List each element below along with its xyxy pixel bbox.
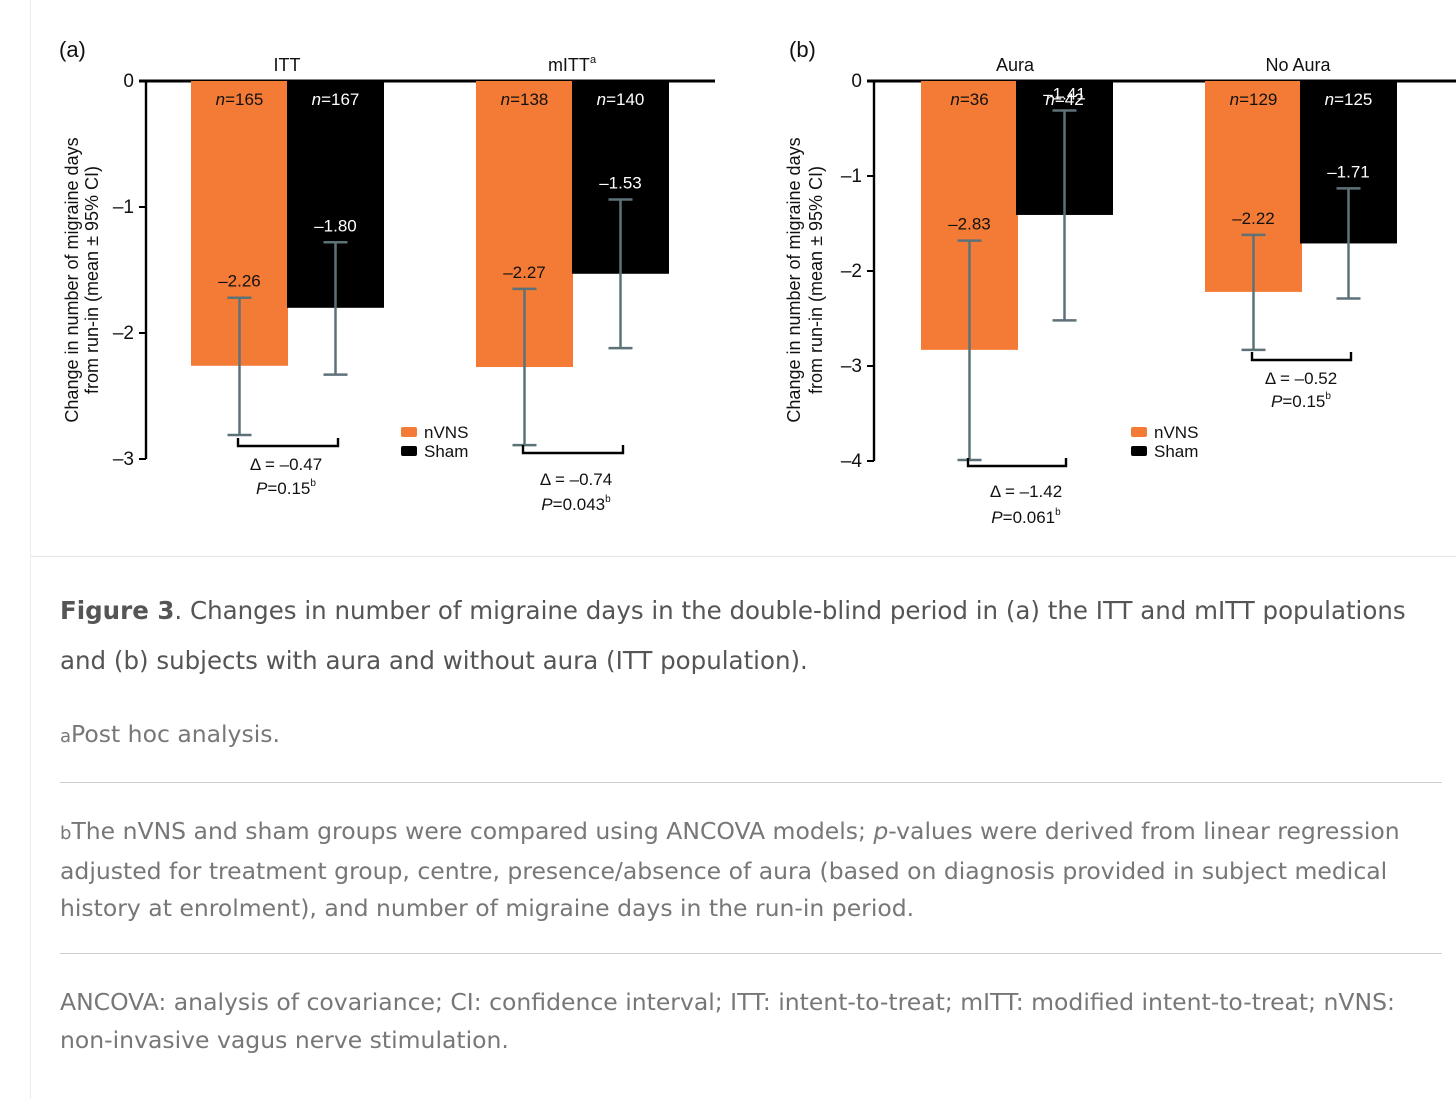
difference-bracket <box>236 438 340 448</box>
footnote-b-text-1: The nVNS and sham groups were compared u… <box>71 817 874 845</box>
chart-panel-a: (a) Change in number of migraine days from… <box>59 37 715 514</box>
legend-label-nvns: nVNS <box>1154 423 1198 442</box>
bar-value-label: –2.83 <box>948 215 991 234</box>
y-tick-label: –3 <box>841 356 862 377</box>
legend-label-sham: Sham <box>1154 442 1198 461</box>
y-tick-label: –2 <box>113 323 134 344</box>
y-tick-label: –1 <box>841 166 862 187</box>
bar-n-label: n=42 <box>1045 90 1083 109</box>
y-tick-label: 0 <box>851 71 862 92</box>
group-title: ITT <box>274 55 301 75</box>
bar-n-label: n=36 <box>950 90 988 109</box>
group-title: Aura <box>996 55 1035 75</box>
y-axis-label-line1: Change in number of migraine days <box>784 137 804 422</box>
y-tick-label: 0 <box>123 71 134 92</box>
legend-label-nvns: nVNS <box>424 423 468 442</box>
y-axis-label-line1: Change in number of migraine days <box>62 137 82 422</box>
bar-n-label: n=138 <box>501 90 549 109</box>
y-tick-label: –1 <box>113 197 134 218</box>
y-tick-label: –4 <box>841 451 863 472</box>
bar-value-label: –1.71 <box>1327 162 1370 181</box>
divider-1 <box>60 782 1442 783</box>
delta-label: Δ = –0.52 <box>1265 369 1337 388</box>
bar-value-label: –1.80 <box>314 216 357 235</box>
footnote-a-text: Post hoc analysis. <box>71 720 280 748</box>
group-aura: Aura n=36 –2.83 n=42–1.41 Δ = –1.42 P=0.061b <box>921 55 1113 527</box>
bar-value-label: –1.53 <box>599 173 642 192</box>
bar-n-label: n=125 <box>1325 90 1373 109</box>
figure-caption: Figure 3. Changes in number of migraine … <box>60 586 1430 686</box>
bar-n-label: n=167 <box>312 90 360 109</box>
footnote-b-marker: b <box>60 823 72 844</box>
caption-label: Figure 3 <box>60 596 175 625</box>
figure-card: (a) Change in number of migraine days from… <box>30 0 1456 1099</box>
legend-label-sham: Sham <box>424 442 468 461</box>
difference-bracket <box>1250 352 1353 362</box>
footnote-b: bThe nVNS and sham groups were compared … <box>60 813 1442 928</box>
figure-image: (a) Change in number of migraine days from… <box>31 0 1456 557</box>
footnote-a-marker: a <box>60 726 72 747</box>
difference-bracket <box>966 458 1068 468</box>
delta-label: Δ = –0.74 <box>540 470 612 489</box>
footnote-b-italic: p <box>873 817 889 845</box>
caption-text: . Changes in number of migraine days in … <box>60 596 1406 675</box>
y-axis-label-line2: from run-in (mean ± 95% CI) <box>82 166 102 394</box>
figure-charts: (a)Change in number of migraine days from… <box>59 37 1456 527</box>
bar-value-label: –2.27 <box>503 263 546 282</box>
footnote-a: aPost hoc analysis. <box>60 716 1442 756</box>
group-title: mITTa <box>548 54 597 75</box>
bar-n-label: n=165 <box>216 90 264 109</box>
bar-value-label: –2.22 <box>1232 209 1275 228</box>
bar-value-label: –2.26 <box>218 272 261 291</box>
bar-value-label: –1.41 <box>1043 84 1086 103</box>
group-mitt: mITTa n=138 –2.27 n=140 –1.53 Δ = –0.74 P=0.04… <box>476 54 669 514</box>
group-itt: ITT n=165 –2.26 n=167 –1.80 Δ = –0.47 P=0.15b <box>191 55 384 498</box>
p-value-label: P=0.061b <box>991 507 1061 527</box>
y-axis-label: Change in number of migraine days from ru… <box>62 137 102 422</box>
chart-panel-b: (b) Change in number of migraine days from… <box>784 37 1456 527</box>
group-no-aura: No Aura n=129 –2.22 n=125 –1.71 Δ = –0.52 P=0.… <box>1205 55 1397 411</box>
legend-swatch-sham <box>401 446 417 456</box>
abbreviations: ANCOVA: analysis of covariance; CI: conf… <box>60 988 1395 1054</box>
panel-label: (b) <box>789 37 816 62</box>
difference-bracket <box>521 445 625 455</box>
p-value-label: P=0.043b <box>541 494 611 514</box>
legend-swatch-nvns <box>1131 427 1147 437</box>
y-axis-label-line2: from run-in (mean ± 95% CI) <box>806 166 826 394</box>
y-tick-label: –3 <box>113 449 134 470</box>
delta-label: Δ = –1.42 <box>990 482 1062 501</box>
legend-swatch-sham <box>1131 446 1147 456</box>
bar-n-label: n=140 <box>597 90 645 109</box>
y-axis-label: Change in number of migraine days from ru… <box>784 137 826 422</box>
p-value-label: P=0.15b <box>1271 391 1331 411</box>
y-tick-label: –2 <box>841 261 862 282</box>
divider-2 <box>60 953 1442 954</box>
legend-swatch-nvns <box>401 427 417 437</box>
delta-label: Δ = –0.47 <box>250 455 322 474</box>
bar-n-label: n=129 <box>1230 90 1278 109</box>
group-title: No Aura <box>1265 55 1331 75</box>
p-value-label: P=0.15b <box>256 478 316 498</box>
panel-label: (a) <box>59 37 86 62</box>
footnote-b-text-2: -values were derived from linear regress… <box>60 817 1400 922</box>
